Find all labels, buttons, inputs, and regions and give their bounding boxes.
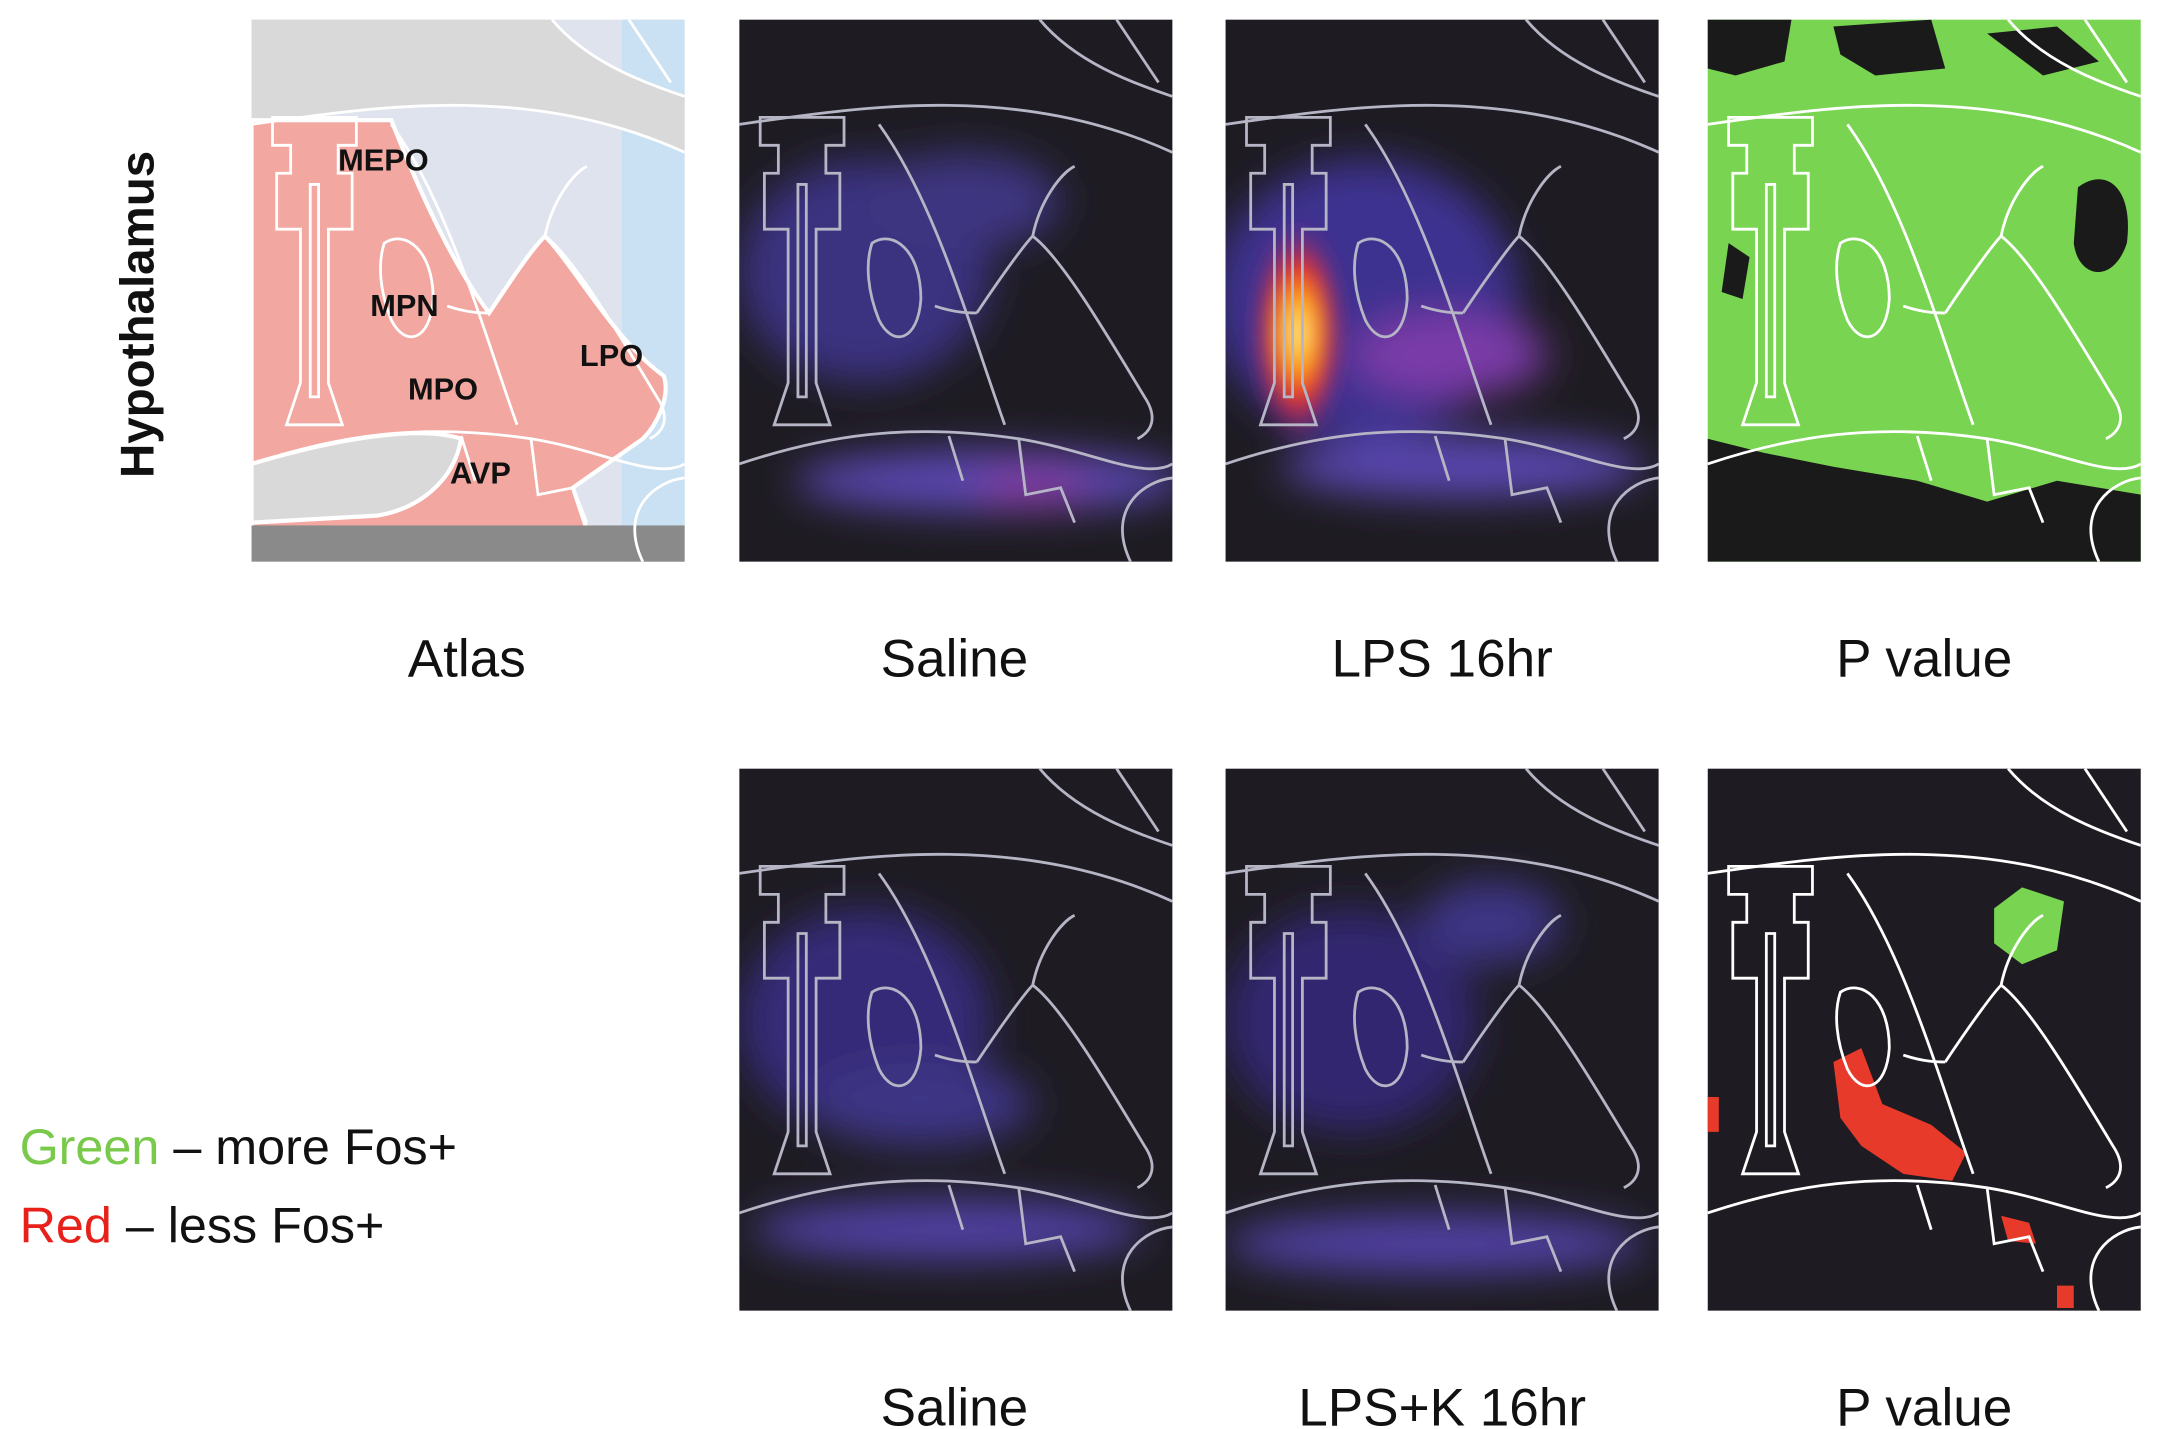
shape [865, 152, 1061, 250]
shape [753, 1199, 1144, 1260]
panel-label: P value [1836, 1378, 2012, 1429]
panel-label: LPS+K 16hr [1298, 1378, 1586, 1429]
base [252, 525, 685, 561]
shape [809, 1062, 1033, 1146]
shape [1421, 880, 1561, 964]
saline-panel [739, 20, 1186, 562]
shape [1281, 436, 1644, 497]
lps-panel [1212, 20, 1659, 562]
panel-label: Saline [881, 1378, 1029, 1429]
region-label: AVP [450, 456, 511, 491]
region-label: LPO [580, 338, 643, 373]
panel-label: Saline [881, 629, 1029, 688]
page: Hypothalamus MEPO MPN MPO LPO AVP [0, 0, 2166, 1429]
legend-text: – less Fos+ [126, 1196, 385, 1253]
pvalue-panel [1708, 769, 2141, 1311]
panel-label: P value [1836, 629, 2012, 688]
legend-entry: Red– less Fos+ [20, 1196, 385, 1253]
legend-text: – more Fos+ [173, 1118, 457, 1175]
side-label: Hypothalamus [112, 151, 165, 478]
region-label: MPO [408, 372, 478, 407]
region-label: MEPO [338, 142, 429, 177]
lpsk-panel [1226, 769, 1659, 1311]
region-label: MPN [370, 288, 438, 323]
legend-entry: Green– more Fos+ [20, 1118, 458, 1175]
legend-color: Green [20, 1118, 160, 1175]
figure: Hypothalamus MEPO MPN MPO LPO AVP [0, 0, 2166, 1429]
shape [977, 471, 1089, 505]
panel-label: Atlas [408, 629, 526, 688]
shape [2057, 1286, 2074, 1308]
panel-label: LPS 16hr [1331, 629, 1552, 688]
legend-color: Red [20, 1196, 112, 1253]
saline-panel [739, 769, 1172, 1311]
shape [1351, 313, 1547, 397]
shape [1708, 1097, 1719, 1132]
panel-bg [1708, 769, 2141, 1311]
shape [1226, 1213, 1645, 1274]
pvalue-panel [1708, 20, 2141, 562]
atlas-panel: MEPO MPN MPO LPO AVP [252, 20, 685, 562]
